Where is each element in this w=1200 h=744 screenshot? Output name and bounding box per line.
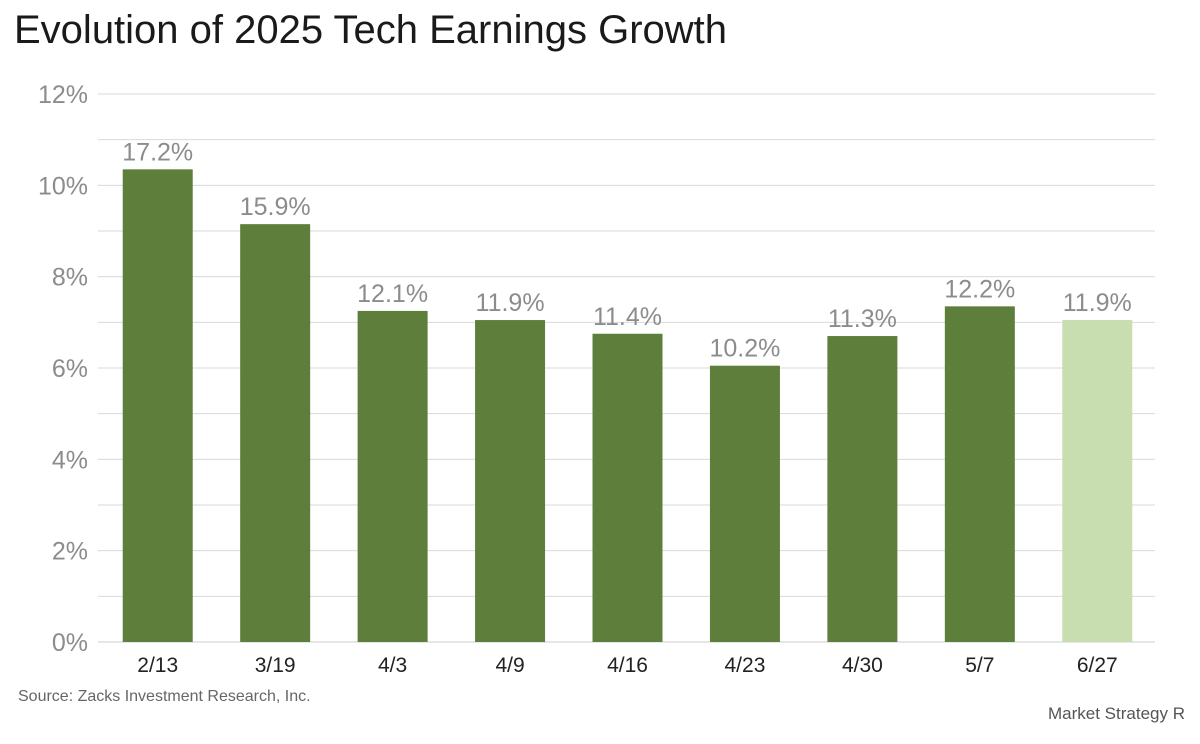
bar xyxy=(1062,320,1133,642)
y-tick-label: 10% xyxy=(38,172,88,200)
bar xyxy=(240,224,311,642)
source-note: Source: Zacks Investment Research, Inc. xyxy=(18,688,311,705)
x-tick-label: 4/23 xyxy=(725,654,766,677)
data-label: 17.2% xyxy=(122,138,193,166)
y-tick-label: 4% xyxy=(52,446,88,474)
data-label: 11.9% xyxy=(476,289,545,317)
bar xyxy=(709,365,780,642)
footer-brand: Market Strategy R xyxy=(1048,704,1185,723)
bar xyxy=(122,169,193,642)
y-tick-label: 6% xyxy=(52,355,88,383)
data-label: 10.2% xyxy=(709,335,780,363)
x-tick-label: 4/30 xyxy=(842,654,883,677)
bar xyxy=(944,306,1015,642)
y-tick-label: 12% xyxy=(38,81,88,109)
data-label: 11.4% xyxy=(593,303,662,331)
data-label: 12.1% xyxy=(357,280,428,308)
data-label: 15.9% xyxy=(240,193,311,221)
x-tick-label: 4/9 xyxy=(495,654,524,677)
bar xyxy=(827,336,898,642)
x-tick-label: 4/16 xyxy=(607,654,648,677)
x-tick-label: 5/7 xyxy=(965,654,994,677)
x-tick-label: 4/3 xyxy=(378,654,407,677)
bar xyxy=(592,333,663,642)
y-tick-label: 2% xyxy=(52,538,88,566)
chart-title: Evolution of 2025 Tech Earnings Growth xyxy=(14,8,728,52)
bar xyxy=(475,320,546,642)
data-label: 12.2% xyxy=(944,275,1015,303)
y-tick-label: 8% xyxy=(52,264,88,292)
x-tick-label: 6/27 xyxy=(1077,654,1118,677)
bar xyxy=(357,310,428,642)
data-label: 11.9% xyxy=(1063,289,1132,317)
x-tick-label: 2/13 xyxy=(137,654,178,677)
y-tick-label: 0% xyxy=(52,629,88,657)
data-label: 11.3% xyxy=(828,305,897,333)
x-tick-label: 3/19 xyxy=(255,654,296,677)
